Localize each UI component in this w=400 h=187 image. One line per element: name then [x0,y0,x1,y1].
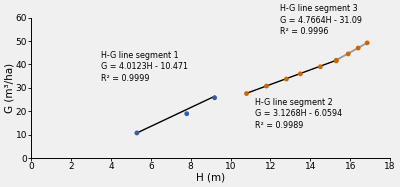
Y-axis label: G (m³/ha): G (m³/ha) [4,63,14,113]
Point [134,131,140,134]
Point [283,78,290,81]
X-axis label: H (m): H (m) [196,173,225,183]
Point [333,59,340,62]
Point [364,41,370,44]
Text: H-G line segment 3
G = 4.7664H - 31.09
R² = 0.9996: H-G line segment 3 G = 4.7664H - 31.09 R… [280,4,362,36]
Point [243,92,250,95]
Point [355,47,361,50]
Point [333,59,340,62]
Text: H-G line segment 2
G = 3.1268H - 6.0594
R² = 0.9989: H-G line segment 2 G = 3.1268H - 6.0594 … [254,98,342,130]
Text: H-G line segment 1
G = 4.0123H - 10.471
R² = 0.9999: H-G line segment 1 G = 4.0123H - 10.471 … [101,51,188,83]
Point [317,65,324,68]
Point [297,72,304,75]
Point [184,112,190,115]
Point [212,96,218,99]
Point [345,52,352,55]
Point [263,85,270,88]
